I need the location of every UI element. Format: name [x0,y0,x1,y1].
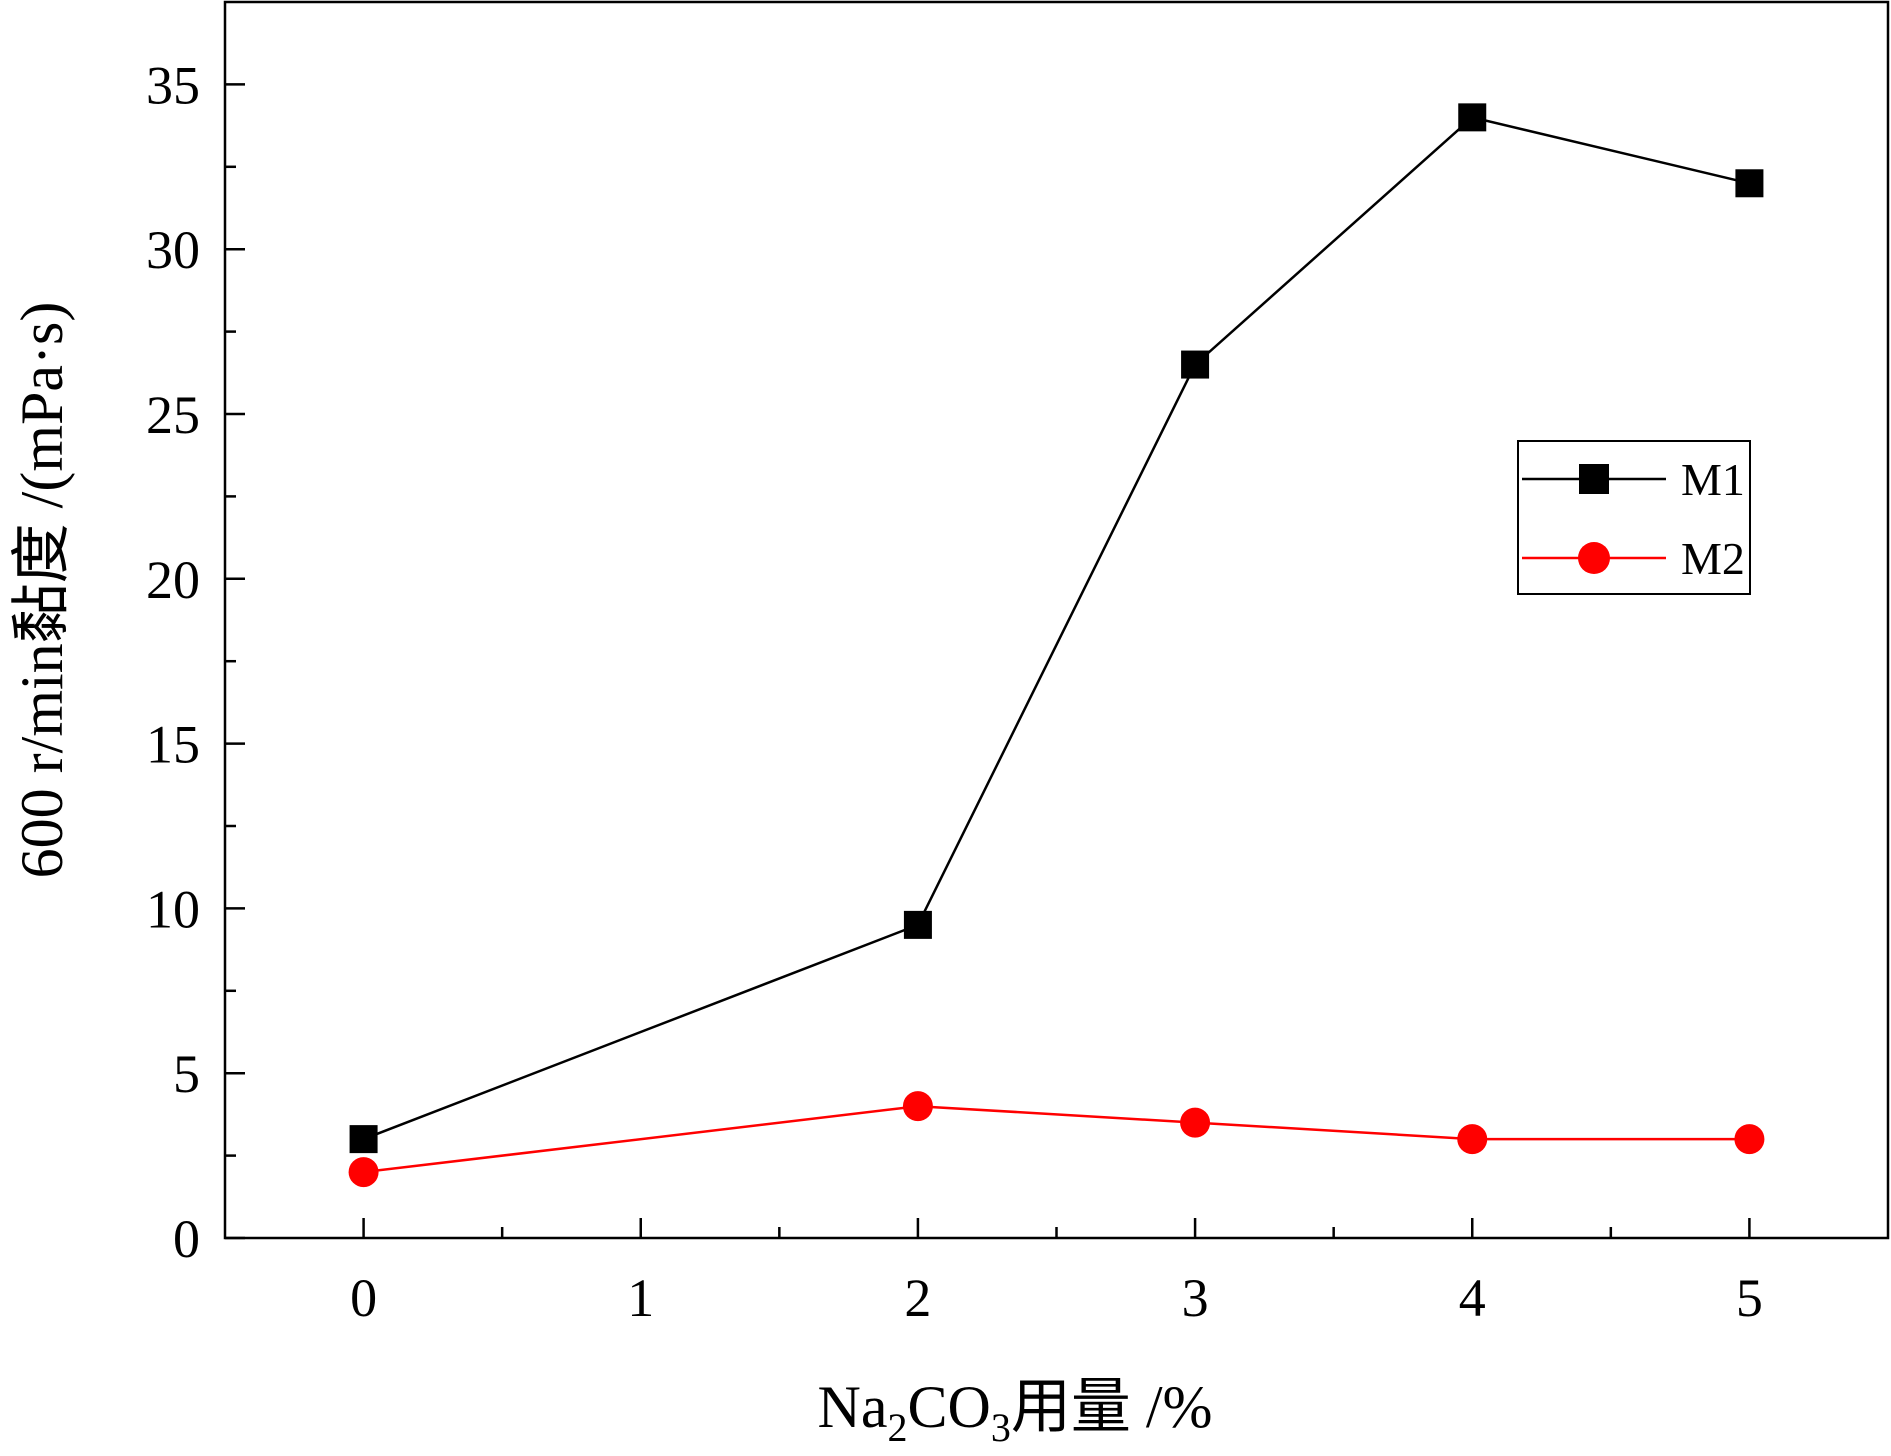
x-tick-label: 3 [1182,1268,1209,1328]
series-m1 [349,103,1764,1154]
y-tick-label: 0 [173,1209,200,1269]
y-tick-label: 35 [146,55,200,115]
y-tick-label: 20 [146,550,200,610]
legend: M1 M2 [1517,440,1751,595]
axes: 0 1 2 3 4 5 0 5 10 15 20 25 30 35 [146,0,1890,1328]
x-axis-title-suffix: 用量 /% [1011,1374,1213,1440]
y-axis-title: 600 r/min黏度 /(mPa·s) [9,302,75,879]
y-tick-label: 10 [146,879,200,939]
data-point-m1 [349,1125,378,1154]
data-point-m1 [1181,350,1210,379]
x-axis-title-sub1: 2 [887,1405,907,1450]
legend-box [1517,440,1751,595]
legend-label-m1: M1 [1681,454,1745,505]
data-point-m1 [903,910,932,939]
x-tick-label: 5 [1736,1268,1763,1328]
series-line-m1 [363,116,1750,1141]
y-tick-label: 15 [146,715,200,775]
x-axis-title-sub2: 3 [991,1405,1011,1450]
data-point-m2 [1457,1124,1488,1155]
data-point-m1 [1735,169,1764,198]
x-tick-label: 4 [1459,1268,1486,1328]
legend-marker-m1 [1579,464,1609,494]
x-tick-label: 1 [627,1268,654,1328]
data-point-m2 [1180,1107,1211,1138]
plot-frame [223,0,1890,1240]
x-tick-label: 0 [350,1268,377,1328]
x-axis-title-mid: CO [907,1374,990,1440]
data-point-m2 [348,1157,379,1188]
data-point-m2 [1734,1124,1765,1155]
series-line-m2 [363,1104,1750,1174]
y-tick-label: 25 [146,385,200,445]
data-point-m1 [1458,103,1487,132]
x-axis-title: Na2CO3用量 /% [818,1374,1213,1450]
y-tick-label: 30 [146,220,200,280]
series-m2 [348,1091,1765,1188]
y-tick-label: 5 [173,1044,200,1104]
data-point-m2 [902,1091,933,1122]
series-layer [348,103,1765,1188]
legend-marker-m2 [1578,542,1610,574]
legend-label-m2: M2 [1681,533,1745,584]
x-axis-title-prefix: Na [818,1374,888,1440]
x-tick-label: 2 [904,1268,931,1328]
